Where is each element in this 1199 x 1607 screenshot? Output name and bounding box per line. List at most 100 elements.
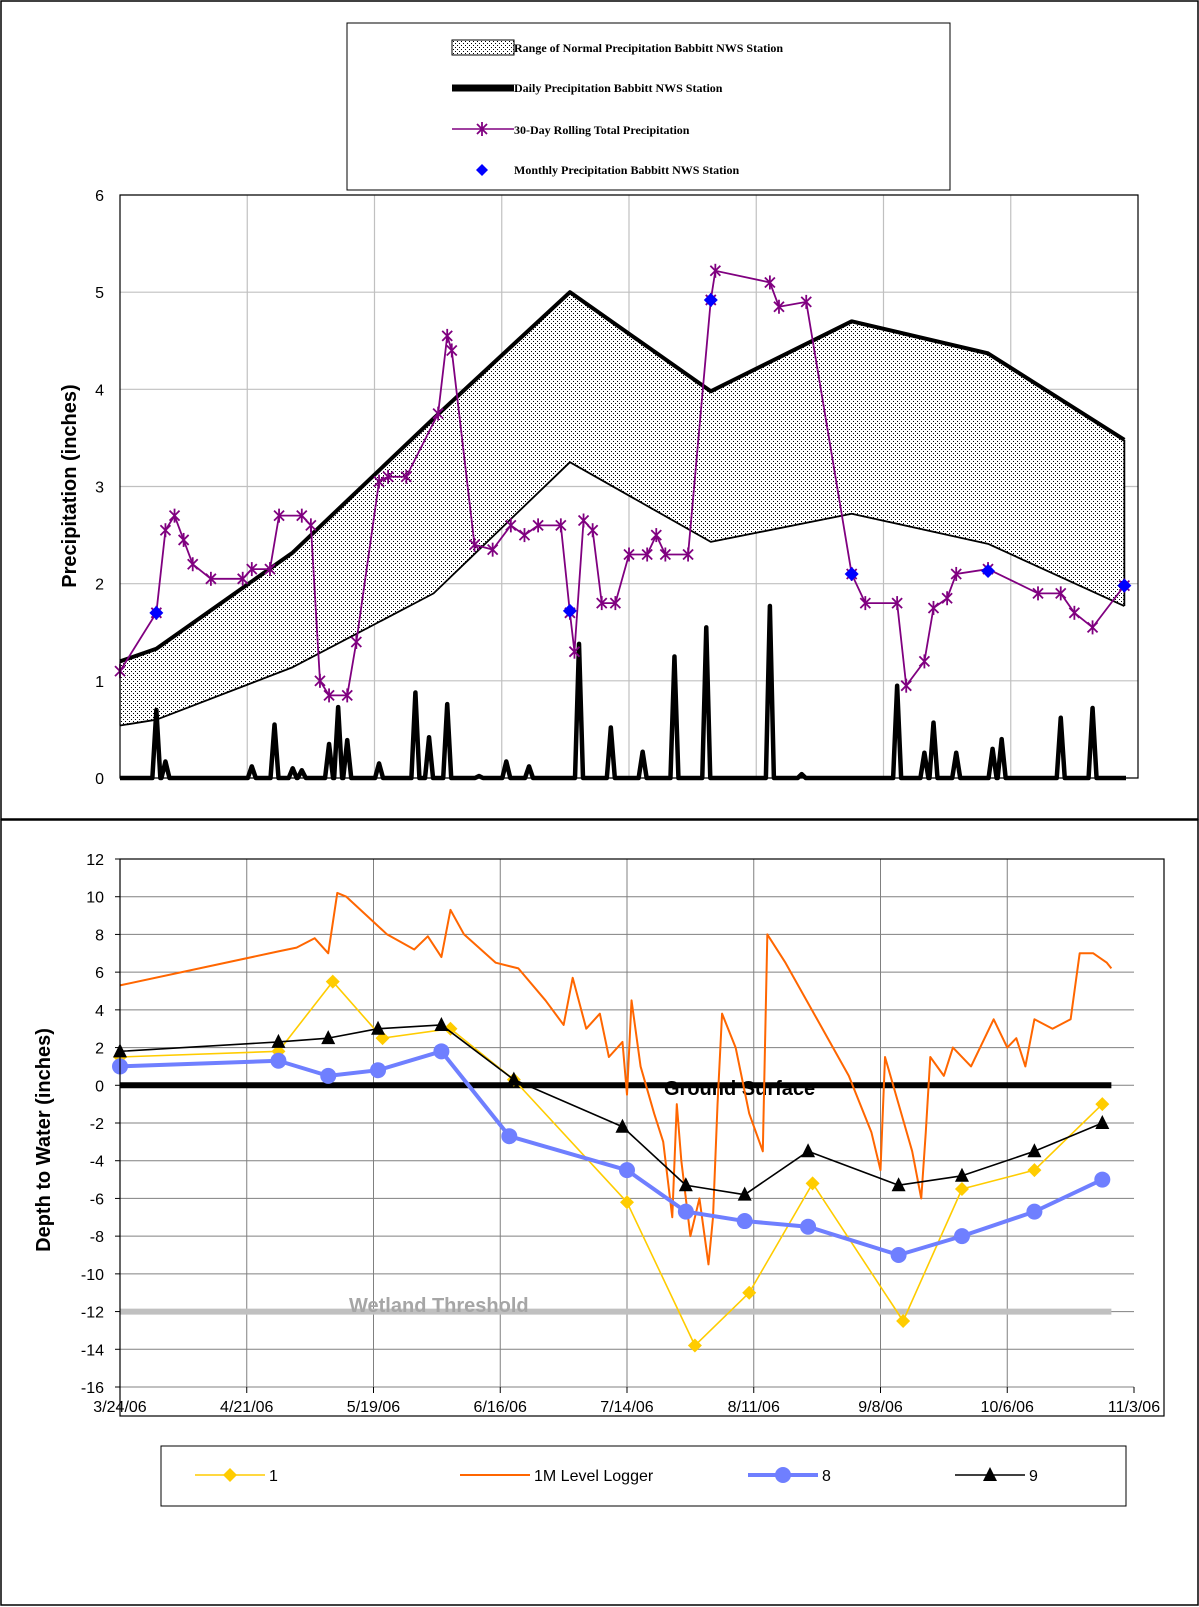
depth-series xyxy=(112,891,1113,1353)
series-point xyxy=(615,1118,630,1133)
rolling-30day-point xyxy=(764,275,776,290)
rolling-30day-point xyxy=(555,518,567,533)
rolling-30day-point xyxy=(373,474,385,489)
rolling-30day-point xyxy=(446,343,458,358)
series-point xyxy=(736,1213,753,1230)
rolling-30day-point xyxy=(314,673,326,688)
ground-surface-label: Ground Surface xyxy=(664,1078,815,1100)
series-point xyxy=(1026,1203,1043,1220)
rolling-30day-point xyxy=(650,528,662,543)
rolling-30day-point xyxy=(1032,586,1044,601)
series-point xyxy=(320,1067,337,1084)
series-point xyxy=(433,1043,450,1060)
series-point xyxy=(1027,1163,1042,1178)
precip-y-tick-label: 1 xyxy=(95,674,104,691)
normal-range-band xyxy=(119,290,1126,727)
precip-y-tick-label: 6 xyxy=(95,188,104,205)
rolling-30day-point xyxy=(341,688,353,703)
depth-legend-box xyxy=(160,1445,1127,1507)
rolling-30day-point xyxy=(350,634,362,649)
series-point xyxy=(805,1176,820,1191)
series-point xyxy=(1095,1115,1110,1129)
rolling-30day-point xyxy=(518,528,531,543)
series-point xyxy=(1027,1143,1042,1158)
series-line xyxy=(119,980,1103,1347)
legend-rolling-label: 30-Day Rolling Total Precipitation xyxy=(514,123,690,137)
rolling-30day-point xyxy=(205,571,217,586)
depth-y-axis-title: Depth to Water (inches) xyxy=(33,1028,55,1252)
rolling-30day-point xyxy=(587,523,599,538)
precip-y-axis: 0 1 2 3 4 5 6 xyxy=(95,188,104,788)
rolling-30day-point xyxy=(941,591,953,606)
rolling-30day-point xyxy=(400,469,412,484)
depth-y-tick-label: -2 xyxy=(90,1116,104,1133)
rolling-30day-point xyxy=(177,532,190,547)
depth-x-axis: 3/24/06 4/21/06 5/19/06 6/16/06 7/14/06 8/11/… xyxy=(93,1387,1160,1416)
depth-x-tick-label: 8/11/06 xyxy=(728,1399,780,1416)
series-point xyxy=(370,1062,387,1079)
series-point xyxy=(801,1143,816,1158)
normal-range-area xyxy=(120,292,1125,726)
depth-x-tick-label: 6/16/06 xyxy=(474,1399,527,1416)
rolling-30day-point xyxy=(1086,620,1099,635)
series-point xyxy=(620,1195,634,1210)
monthly-precip-point xyxy=(1117,578,1132,593)
series-point xyxy=(954,1182,969,1196)
series-point xyxy=(687,1338,702,1353)
rolling-30day-point xyxy=(273,508,285,523)
precip-y-axis-title: Precipitation (inches) xyxy=(59,384,81,587)
rolling-30day-point xyxy=(1068,605,1081,620)
series-8 xyxy=(112,1043,1111,1263)
rolling-30day-point xyxy=(468,537,481,552)
precip-y-tick-label: 3 xyxy=(95,480,104,497)
depth-x-tick-label: 9/8/06 xyxy=(858,1399,903,1416)
depth-panel-frame xyxy=(0,819,1199,1606)
precip-legend-box xyxy=(346,22,951,191)
legend-swatch-marker xyxy=(983,1467,997,1481)
depth-x-tick-label: 5/19/06 xyxy=(347,1399,400,1416)
monthly-precip-point xyxy=(844,566,859,581)
legend-daily-precip-label: Daily Precipitation Babbitt NWS Station xyxy=(514,81,723,95)
legend-series-label: 1 xyxy=(269,1468,278,1485)
series-point xyxy=(896,1314,911,1328)
series-point xyxy=(954,1167,969,1182)
series-point xyxy=(443,1021,458,1036)
rolling-30day-point xyxy=(187,557,199,572)
series-point xyxy=(953,1228,970,1245)
series-point xyxy=(434,1016,449,1031)
normal-range-upper-line xyxy=(119,290,1126,664)
legend-diamond-icon xyxy=(476,164,488,176)
rolling-30day-point xyxy=(918,654,931,669)
depth-x-tick-label: 3/24/06 xyxy=(93,1399,146,1416)
depth-y-tick-label: -8 xyxy=(90,1229,104,1246)
legend-star-icon xyxy=(476,122,488,136)
series-point xyxy=(1095,1097,1110,1112)
series-line xyxy=(119,891,1113,1266)
rolling-30day-point xyxy=(682,547,694,562)
series-9 xyxy=(113,1016,1110,1201)
depth-y-tick-label: -14 xyxy=(81,1342,104,1359)
legend-dotted-swatch xyxy=(451,39,515,56)
series-point xyxy=(501,1128,518,1145)
series-point xyxy=(325,974,340,989)
rolling-30day-point xyxy=(323,688,335,703)
depth-y-tick-label: 2 xyxy=(95,1041,104,1058)
rolling-30day-point xyxy=(1055,586,1067,601)
rolling-30day-point xyxy=(891,596,903,611)
depth-y-tick-label: -16 xyxy=(81,1380,104,1397)
depth-legend: 1 1M Level Logger 8 9 xyxy=(160,1445,1127,1507)
rolling-30day-point xyxy=(487,542,499,557)
precip-y-tick-label: 4 xyxy=(95,382,104,399)
depth-gridlines xyxy=(120,858,1134,1388)
depth-x-tick-label: 10/6/06 xyxy=(981,1399,1034,1416)
rolling-30day-point xyxy=(441,328,453,343)
depth-x-tick-label: 7/14/06 xyxy=(600,1399,653,1416)
normal-range-lower-line xyxy=(119,461,1125,727)
rolling-30day-point xyxy=(596,596,608,611)
precip-y-tick-label: 2 xyxy=(95,577,104,594)
precip-plot-border xyxy=(119,194,1139,779)
monthly-precip-point xyxy=(981,564,996,579)
legend-series-label: 8 xyxy=(822,1468,831,1485)
series-point xyxy=(678,1177,693,1192)
rolling-30day-point xyxy=(505,518,517,533)
